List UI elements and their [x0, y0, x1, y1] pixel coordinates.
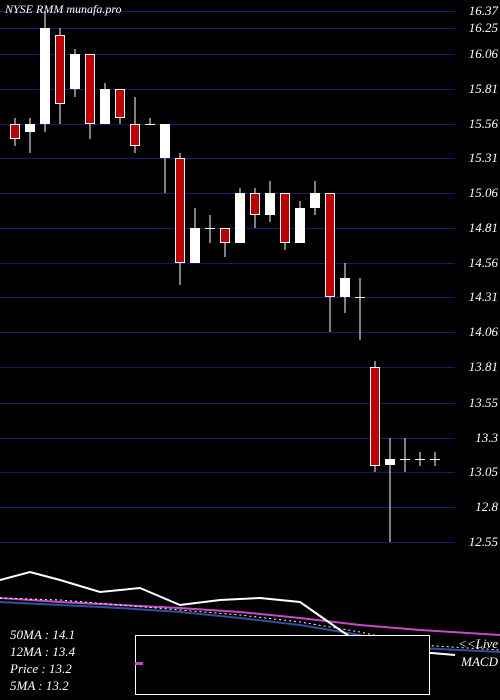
- candle-body: [325, 193, 335, 297]
- candle-body: [295, 208, 305, 243]
- candlestick-chart: NYSE RMM munafa.pro: [0, 0, 455, 560]
- candle-body: [115, 89, 125, 118]
- y-tick-label: 15.56: [469, 116, 498, 132]
- y-tick-label: 15.31: [469, 150, 498, 166]
- candle-body: [220, 228, 230, 243]
- candle-wick: [360, 278, 361, 341]
- candle-body: [400, 459, 410, 460]
- grid-line: [0, 332, 455, 333]
- candle-body: [70, 54, 80, 89]
- price-label: Price : 13.2: [10, 661, 75, 678]
- grid-line: [0, 263, 455, 264]
- candle-wick: [390, 438, 391, 542]
- grid-line: [0, 28, 455, 29]
- y-tick-label: 13.05: [469, 464, 498, 480]
- grid-line: [0, 438, 455, 439]
- y-tick-label: 14.06: [469, 324, 498, 340]
- y-tick-label: 13.55: [469, 395, 498, 411]
- candle-body: [205, 228, 215, 229]
- candle-body: [175, 158, 185, 262]
- macd-indicator: 50MA : 14.1 12MA : 13.4 Price : 13.2 5MA…: [0, 560, 500, 700]
- y-tick-label: 14.56: [469, 255, 498, 271]
- candle-body: [385, 459, 395, 466]
- grid-line: [0, 124, 455, 125]
- y-axis: 16.3716.25 16.06 15.81 15.56 15.31 15.06 14.81…: [455, 0, 500, 560]
- y-tick-label: 15.06: [469, 185, 498, 201]
- grid-line: [0, 193, 455, 194]
- ma50-label: 50MA : 14.1: [10, 627, 75, 644]
- live-label: <<Live: [458, 636, 498, 652]
- candle-body: [430, 459, 440, 460]
- candle-body: [160, 124, 170, 159]
- candle-body: [55, 35, 65, 104]
- candle-body: [10, 124, 20, 139]
- candle-body: [25, 124, 35, 132]
- candle-body: [235, 193, 245, 243]
- chart-title: NYSE RMM munafa.pro: [5, 2, 122, 17]
- y-tick-label: 16.06: [469, 46, 498, 62]
- grid-line: [0, 54, 455, 55]
- candle-body: [130, 124, 140, 146]
- y-tick-label: 12.8: [475, 499, 498, 515]
- indicator-box: [135, 635, 430, 695]
- ma5-label: 5MA : 13.2: [10, 678, 75, 695]
- y-tick-label: 12.55: [469, 534, 498, 550]
- grid-line: [0, 367, 455, 368]
- candle-body: [355, 297, 365, 298]
- grid-line: [0, 158, 455, 159]
- candle-body: [310, 193, 320, 208]
- grid-line: [0, 542, 455, 543]
- candle-body: [250, 193, 260, 215]
- candle-body: [85, 54, 95, 123]
- y-tick-label: 13.81: [469, 359, 498, 375]
- candle-body: [145, 124, 155, 125]
- ma12-label: 12MA : 13.4: [10, 644, 75, 661]
- candle-body: [280, 193, 290, 243]
- candle-body: [340, 278, 350, 297]
- candle-body: [265, 193, 275, 215]
- grid-line: [0, 472, 455, 473]
- candle-body: [40, 28, 50, 124]
- candle-body: [415, 459, 425, 460]
- candle-body: [100, 89, 110, 124]
- ma-summary: 50MA : 14.1 12MA : 13.4 Price : 13.2 5MA…: [10, 627, 75, 695]
- grid-line: [0, 297, 455, 298]
- y-tick-label: 14.31: [469, 289, 498, 305]
- y-tick-label: 15.81: [469, 81, 498, 97]
- candle-wick: [210, 215, 211, 243]
- y-tick-label: 16.37: [469, 3, 498, 19]
- y-tick-label: 14.81: [469, 220, 498, 236]
- grid-line: [0, 507, 455, 508]
- y-tick-label: 13.3: [475, 430, 498, 446]
- candle-body: [370, 367, 380, 466]
- indicator-bar: [135, 662, 143, 665]
- macd-label: MACD: [461, 654, 498, 670]
- candle-body: [190, 228, 200, 263]
- grid-line: [0, 403, 455, 404]
- y-tick-label: 16.25: [469, 20, 498, 36]
- candle-wick: [405, 438, 406, 473]
- grid-line: [0, 89, 455, 90]
